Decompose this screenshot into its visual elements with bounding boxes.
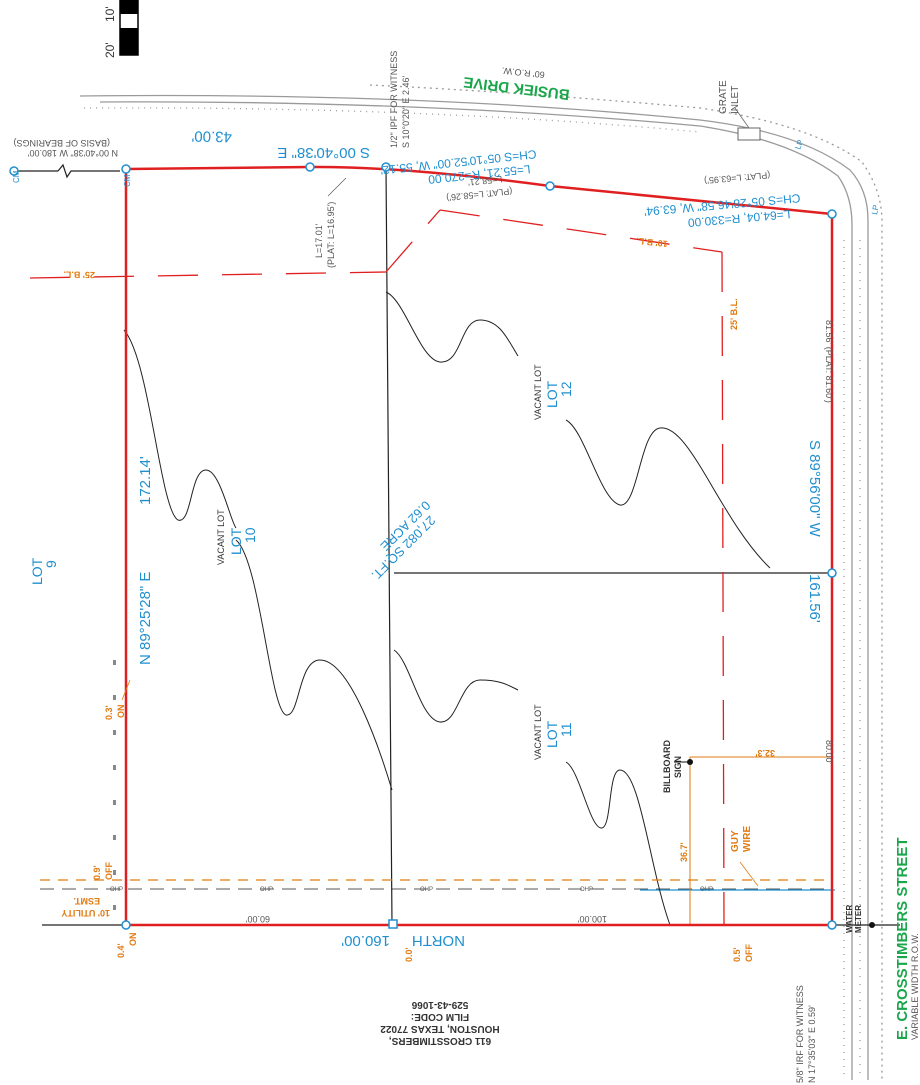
- offset-03: 0.3': [104, 705, 114, 720]
- scale-bar: 20' 10': [103, 0, 139, 58]
- west-bearing: N 89°25'28" E: [137, 572, 154, 665]
- inlet-label: INLET: [730, 86, 741, 114]
- offset-05-off: OFF: [744, 944, 754, 962]
- offset-05: 0.5': [732, 947, 742, 962]
- dim-60: 60.00': [245, 914, 270, 924]
- north-distance: 43.00': [191, 127, 232, 145]
- dim-32: 32.3': [755, 748, 775, 758]
- utility-esmt-line1: 10' UTILITY: [61, 908, 110, 918]
- address-line2: HOUSTON, TEXAS 77022: [380, 1023, 500, 1034]
- address-line3: FILM CODE:: [411, 1011, 469, 1022]
- lot9-label: LOT: [29, 557, 45, 585]
- basis-bearing-note: (BASIS OF BEARINGS): [13, 138, 110, 148]
- grate-inlet: GRATE INLET: [718, 80, 761, 141]
- lot9-number: 9: [43, 560, 59, 568]
- offset-03-on: ON: [116, 705, 126, 719]
- address-block: 611 CROSSTIMBERS, HOUSTON, TEXAS 77022 F…: [380, 999, 500, 1046]
- offset-09: 0.9': [92, 865, 102, 880]
- cm-label-left: CM: [12, 170, 21, 183]
- sign-label: SIGN: [673, 756, 683, 778]
- street-name-crosstimbers: E. CROSSTIMBERS STREET: [894, 837, 911, 1040]
- lot10-number: 10: [242, 527, 258, 543]
- witness-top-line1: 1/2" IPF FOR WITNESS: [389, 51, 399, 148]
- utility-esmt-line2: ESMT.: [73, 896, 100, 906]
- offset-00: 0.0': [404, 947, 414, 962]
- cm-label-right: CM: [123, 174, 132, 187]
- curb-lines: [79, 84, 883, 1080]
- scale-label-20: 20': [103, 42, 117, 58]
- south-distance: 160.00': [341, 932, 390, 949]
- lot11-vacant: VACANT LOT: [533, 704, 543, 760]
- witness-top-line2: S 10°0'20" E 2.46': [401, 75, 411, 148]
- break-lines: [123, 291, 771, 926]
- lot10-vacant: VACANT LOT: [216, 509, 226, 565]
- witness-bottom-line2: N 17°35'03" E 0.59': [807, 1005, 817, 1083]
- lot-lines: [14, 163, 900, 926]
- scale-label-10: 10': [103, 6, 117, 22]
- street-row-busiek: 60' R.O.W.: [501, 65, 545, 79]
- offset-04-on: ON: [128, 933, 138, 947]
- curve3-l: L=17.01': [314, 223, 324, 258]
- billboard-label: BILLBOARD: [662, 740, 672, 793]
- setback-lines: [29, 209, 725, 926]
- water-meter-marker: [869, 922, 875, 928]
- curve1-plat: (PLAT: L=58.26'): [446, 186, 513, 203]
- lot12-vacant: VACANT LOT: [533, 364, 543, 420]
- address-line4: 529-43-1066: [411, 999, 468, 1010]
- overhead-power-line: OHP OHP OHP OHP OHP: [40, 887, 835, 893]
- grate-label: GRATE: [718, 80, 729, 114]
- svg-text:OHP: OHP: [420, 887, 433, 893]
- street-row-crosstimbers: VARIABLE WIDTH R.O.W.: [910, 933, 920, 1040]
- dim-36: 36.7': [679, 842, 689, 862]
- guy-label: GUY: [730, 830, 741, 852]
- setback-right-label: 25' B.L.: [729, 298, 739, 330]
- lot12-number: 12: [558, 381, 574, 397]
- lot11-number: 11: [558, 722, 574, 737]
- east-bearing: S 89°56'00" W: [806, 440, 823, 538]
- survey-markers: [9, 162, 837, 930]
- curve1-l: L=58.21': [467, 174, 503, 188]
- property-boundary: [124, 165, 834, 927]
- water-label: WATER: [845, 904, 854, 933]
- dim-100: 100.00': [577, 914, 607, 924]
- curve3-plat: (PLAT: L=16.95'): [326, 202, 336, 268]
- south-bearing: NORTH: [412, 932, 465, 949]
- east-distance: 161.56': [806, 574, 823, 623]
- lot11-label: LOT: [544, 720, 560, 748]
- address-line1: 611 CROSSTIMBERS,: [389, 1035, 491, 1046]
- west-distance: 172.14': [137, 456, 154, 505]
- svg-text:OHP: OHP: [580, 887, 593, 893]
- setback-10-label: 10' B.L.: [636, 236, 669, 249]
- curve2-plat: (PLAT: L=63.95'): [704, 170, 771, 186]
- svg-text:OHP: OHP: [260, 887, 273, 893]
- dimension-lines: [689, 756, 830, 925]
- fence-posts: [113, 660, 116, 910]
- basis-bearing-text: N 00°40'38" W 180.00': [27, 148, 118, 158]
- meter-label: METER: [854, 905, 863, 933]
- svg-text:OHP: OHP: [110, 887, 123, 893]
- offset-04: 0.4': [116, 943, 126, 958]
- offset-09-off: OFF: [104, 862, 114, 880]
- dim-81: 81.56' (PLAT: 81.60'): [824, 320, 834, 403]
- lot12-label: LOT: [544, 380, 560, 408]
- lp-label-1: LP: [793, 138, 805, 150]
- witness-bottom-line1: 5/8" IRF FOR WITNESS: [795, 985, 805, 1083]
- dim-80: 80.00': [824, 740, 834, 765]
- lp-label-2: LP: [870, 204, 881, 215]
- setback-left-label: 25' B.L.: [63, 269, 95, 280]
- lot10-label: LOT: [228, 527, 244, 555]
- wire-label: WIRE: [742, 826, 753, 852]
- north-bearing: S 00°40'38" E: [277, 144, 370, 161]
